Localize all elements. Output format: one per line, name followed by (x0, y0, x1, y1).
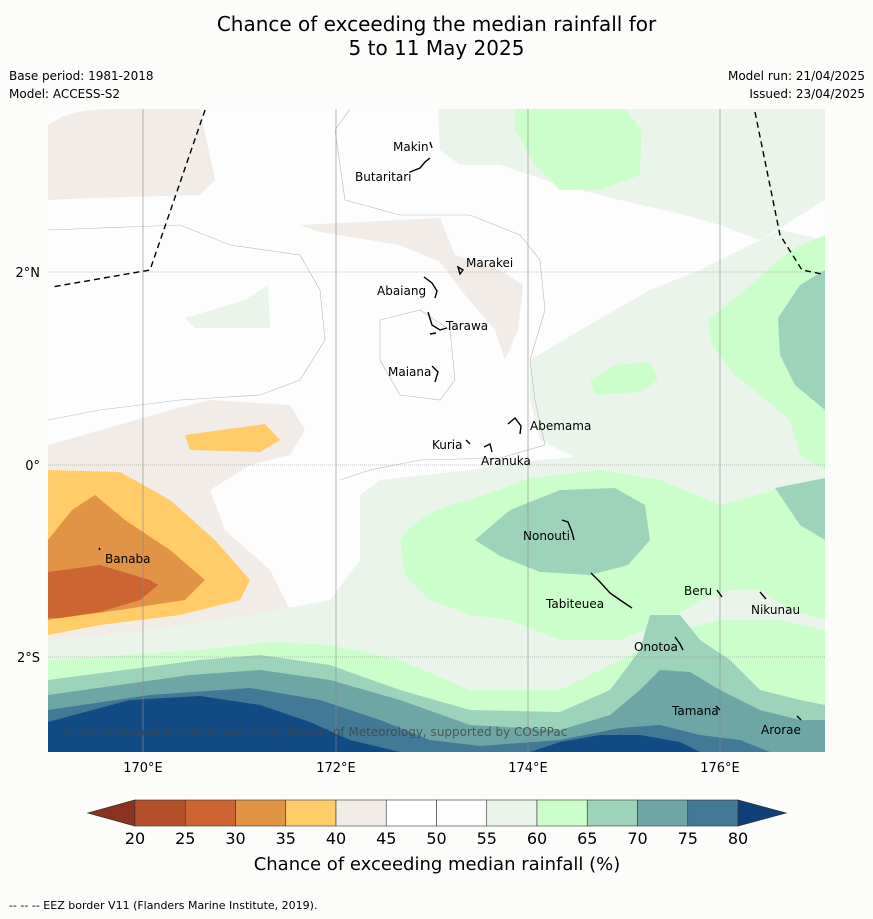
axis-labels: 2°N 0° 2°S 170°E 172°E 174°E 176°E (16, 266, 740, 776)
colorbar-cell (335, 799, 387, 827)
place-label: Tabiteuea (545, 597, 604, 611)
lon-label: 172°E (316, 761, 356, 776)
colorbar-tick-label: 65 (577, 829, 597, 848)
place-labels: Makin Butaritari Marakei Abaiang Tarawa … (105, 140, 801, 737)
colorbar-cell (436, 799, 488, 827)
meta-left: Base period: 1981-2018 Model: ACCESS-S2 (9, 67, 154, 103)
colorbar-cell (184, 799, 236, 827)
colorbar-cell (687, 799, 739, 827)
place-label: Tarawa (445, 319, 488, 333)
colorbar-tick-label: 55 (477, 829, 497, 848)
title-line-2: 5 to 11 May 2025 (348, 36, 525, 60)
contour-80-east (530, 735, 700, 752)
lon-label: 176°E (700, 761, 740, 776)
colorbar-tick-label: 75 (678, 829, 698, 848)
colorbar-underflow (86, 799, 136, 827)
place-label: Banaba (105, 552, 151, 566)
place-label: Marakei (466, 256, 513, 270)
title-line-1: Chance of exceeding the median rainfall … (216, 12, 657, 36)
colorbar-cell (285, 799, 337, 827)
colorbar-tick-label: 60 (527, 829, 547, 848)
colorbar-tick-label: 20 (125, 829, 145, 848)
map-title: Chance of exceeding the median rainfall … (0, 12, 873, 60)
lon-label: 170°E (123, 761, 163, 776)
model-name: Model: ACCESS-S2 (9, 87, 121, 101)
eez-border (51, 109, 823, 288)
contour-40-center (300, 218, 523, 360)
place-label: Beru (684, 584, 712, 598)
colorbar-tick-label: 40 (326, 829, 346, 848)
colorbar-cell (385, 799, 437, 827)
lat-label: 0° (25, 459, 40, 474)
colorbar-overflow (737, 799, 788, 827)
place-label: Onotoa (634, 640, 678, 654)
place-label: Kuria (432, 438, 463, 452)
colorbar-tick-label: 45 (376, 829, 396, 848)
islands (98, 141, 802, 721)
place-label: Butaritari (355, 170, 412, 184)
place-label: Arorae (761, 723, 801, 737)
lon-label: 174°E (508, 761, 548, 776)
colorbar-cell (235, 799, 287, 827)
place-label: Aranuka (481, 454, 531, 468)
place-label: Abemama (530, 419, 591, 433)
contour-60-north (515, 109, 642, 190)
place-label: Nonouti (523, 529, 570, 543)
graticule (48, 109, 825, 752)
copyright-notice: © Commonwealth of Australia 2025, Bureau… (62, 725, 567, 739)
contour-25-west (48, 565, 158, 618)
colorbar-title: Chance of exceeding median rainfall (%) (254, 854, 621, 875)
colorbar-cell (134, 799, 186, 827)
colorbar-tick-label: 25 (175, 829, 195, 848)
colorbar-tick-label: 80 (728, 829, 748, 848)
colorbar-tick-label: 70 (627, 829, 647, 848)
lat-label: 2°N (16, 266, 41, 281)
contour-80-west (48, 696, 400, 752)
place-label: Nikunau (751, 603, 800, 617)
model-run: Model run: 21/04/2025 (727, 69, 865, 83)
eez-footnote: -- -- -- EEZ border V11 (Flanders Marine… (9, 899, 318, 912)
colorbar-tick-label: 50 (426, 829, 446, 848)
contour-40-top-left (48, 109, 215, 200)
map-plot-area: Makin Butaritari Marakei Abaiang Tarawa … (48, 109, 825, 752)
contour-65-nonouti (475, 488, 650, 575)
colorbar-cell (637, 799, 689, 827)
colorbar-tick-label: 35 (276, 829, 296, 848)
colorbar-cell (586, 799, 638, 827)
meta-right: Model run: 21/04/2025 Issued: 23/04/2025 (728, 67, 865, 103)
contour-55-small (185, 285, 270, 328)
place-label: Makin (393, 140, 429, 154)
colorbar: 20 25 30 35 40 45 50 55 60 65 70 75 80 Chance of exc… (86, 799, 788, 875)
issued-date: Issued: 23/04/2025 (749, 87, 865, 101)
contour-lines (48, 109, 546, 481)
contour-60-mid (590, 362, 658, 395)
contour-65-east (778, 270, 825, 410)
place-label: Maiana (388, 365, 431, 379)
lat-label: 2°S (17, 651, 40, 666)
contour-35-small (185, 424, 280, 452)
base-period: Base period: 1981-2018 (9, 69, 154, 83)
place-label: Abaiang (377, 284, 426, 298)
colorbar-tick-label: 30 (225, 829, 245, 848)
colorbar-cell (536, 799, 588, 827)
place-label: Tamana (671, 704, 719, 718)
contour-65-east-small (775, 478, 825, 540)
colorbar-cell (486, 799, 538, 827)
